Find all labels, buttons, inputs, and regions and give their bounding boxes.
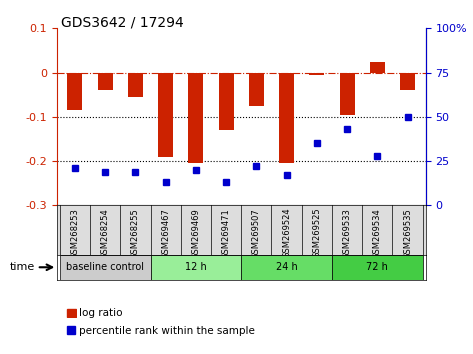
Text: GSM269471: GSM269471: [222, 208, 231, 258]
Bar: [128, 73, 143, 97]
Text: percentile rank within the sample: percentile rank within the sample: [79, 326, 255, 336]
Bar: [370, 62, 385, 73]
Text: log ratio: log ratio: [79, 308, 123, 318]
Text: GSM269524: GSM269524: [282, 208, 291, 258]
Bar: [332, 255, 423, 280]
Text: GSM269467: GSM269467: [161, 208, 170, 259]
Text: time: time: [9, 262, 35, 272]
Bar: [67, 73, 82, 110]
Bar: [400, 73, 415, 90]
Bar: [158, 73, 173, 157]
Bar: [219, 73, 234, 130]
Bar: [249, 73, 264, 106]
Bar: [188, 73, 203, 163]
Text: GSM269507: GSM269507: [252, 208, 261, 258]
Bar: [150, 255, 241, 280]
Text: GSM269534: GSM269534: [373, 208, 382, 258]
Text: GSM268254: GSM268254: [101, 208, 110, 258]
Text: 72 h: 72 h: [367, 262, 388, 272]
Bar: [60, 255, 150, 280]
Bar: [279, 73, 294, 163]
Text: GSM269533: GSM269533: [342, 208, 351, 259]
Bar: [241, 255, 332, 280]
Bar: [340, 73, 355, 115]
Text: baseline control: baseline control: [66, 262, 144, 272]
Bar: [67, 309, 76, 316]
Bar: [97, 73, 113, 90]
Text: 12 h: 12 h: [185, 262, 207, 272]
Bar: [309, 73, 324, 75]
Text: GSM269535: GSM269535: [403, 208, 412, 258]
Text: GSM269525: GSM269525: [312, 208, 321, 258]
Text: GSM268255: GSM268255: [131, 208, 140, 258]
Text: 24 h: 24 h: [276, 262, 298, 272]
Text: GSM268253: GSM268253: [70, 208, 79, 259]
Text: GSM269469: GSM269469: [192, 208, 201, 258]
Text: GDS3642 / 17294: GDS3642 / 17294: [61, 16, 184, 30]
